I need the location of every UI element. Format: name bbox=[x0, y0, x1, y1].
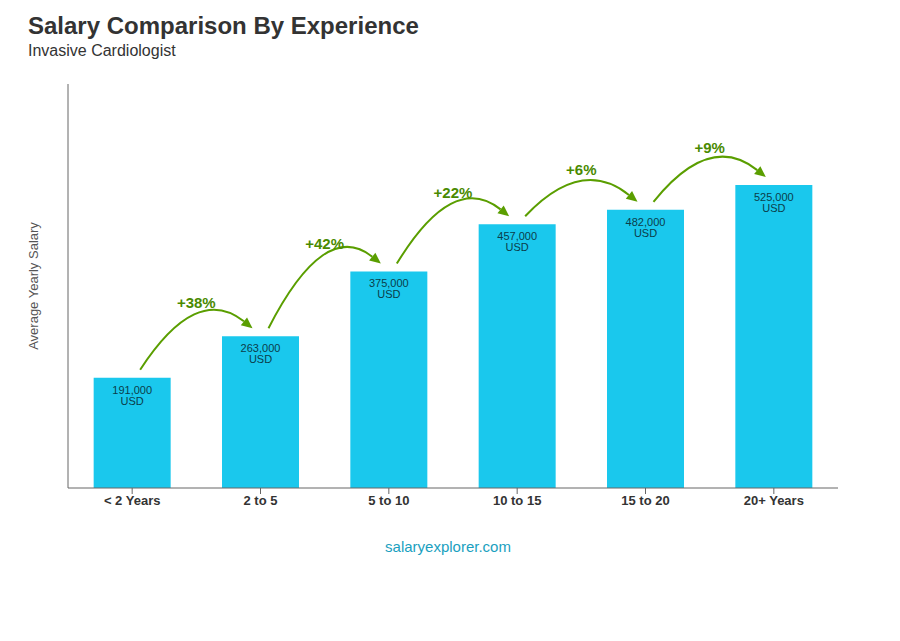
html-text:salaryexplorer.com: salaryexplorer.com bbox=[385, 538, 511, 555]
svg-text:2 to 5: 2 to 5 bbox=[244, 493, 278, 508]
svg-text:+9%: +9% bbox=[694, 139, 724, 156]
html-text:Salary Comparison By Experienc: Salary Comparison By Experience bbox=[28, 12, 419, 39]
svg-text:263,000USD: 263,000USD bbox=[241, 342, 281, 365]
svg-text:+6%: +6% bbox=[566, 161, 596, 178]
svg-text:+42%: +42% bbox=[305, 235, 344, 252]
svg-text:457,000USD: 457,000USD bbox=[497, 230, 537, 253]
svg-text:525,000USD: 525,000USD bbox=[754, 191, 794, 214]
svg-text:191,000USD: 191,000USD bbox=[112, 384, 152, 407]
html-text:Invasive Cardiologist: Invasive Cardiologist bbox=[28, 42, 176, 59]
svg-text:20+ Years: 20+ Years bbox=[744, 493, 804, 508]
svg-text:375,000USD: 375,000USD bbox=[369, 277, 409, 300]
svg-text:15 to 20: 15 to 20 bbox=[621, 493, 669, 508]
svg-text:+38%: +38% bbox=[177, 294, 216, 311]
svg-text:482,000USD: 482,000USD bbox=[626, 216, 666, 239]
svg-text:10 to 15: 10 to 15 bbox=[493, 493, 541, 508]
svg-text:5 to 10: 5 to 10 bbox=[368, 493, 409, 508]
svg-text:+22%: +22% bbox=[434, 184, 473, 201]
svg-text:Average Yearly Salary: Average Yearly Salary bbox=[26, 222, 41, 350]
svg-text:< 2 Years: < 2 Years bbox=[104, 493, 161, 508]
